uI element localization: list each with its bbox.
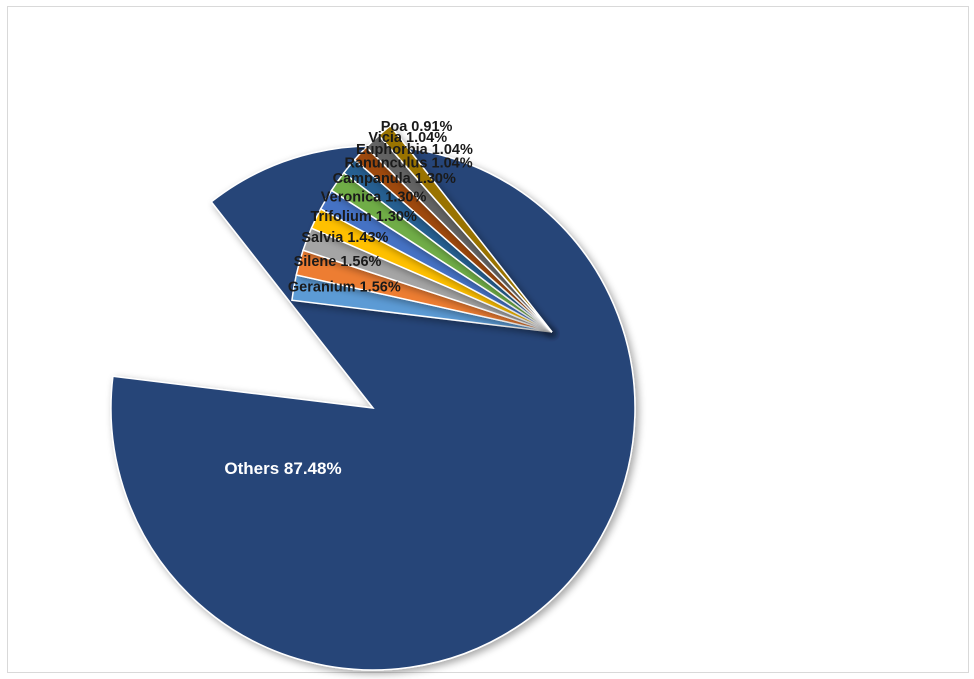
- data-label-others: Others 87.48%: [224, 459, 341, 478]
- pie-slice-poa: [377, 124, 553, 333]
- exploded-slice-group: [291, 124, 553, 333]
- data-label-trifolium: Trifolium 1.30%: [311, 209, 417, 225]
- data-label-ranunculus: Ranunculus 1.04%: [345, 155, 473, 171]
- data-label-salvia: Salvia 1.43%: [301, 230, 388, 246]
- data-label-geranium: Geranium 1.56%: [288, 280, 401, 296]
- data-label-euphorbia: Euphorbia 1.04%: [356, 142, 473, 158]
- data-label-veronica: Veronica 1.30%: [321, 190, 427, 206]
- data-label-group: Others 87.48% Geranium 1.56% Silene 1.56% S…: [224, 119, 473, 478]
- data-label-vicia: Vicia 1.04%: [368, 130, 447, 146]
- data-label-silene: Silene 1.56%: [294, 254, 382, 270]
- data-label-campanula: Campanula 1.30%: [333, 171, 456, 187]
- data-label-poa: Poa 0.91%: [381, 119, 453, 135]
